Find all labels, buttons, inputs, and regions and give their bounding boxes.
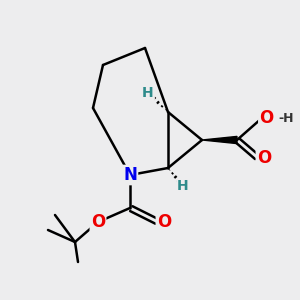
Text: H: H — [177, 179, 189, 193]
Polygon shape — [202, 136, 237, 144]
Text: O: O — [260, 109, 274, 127]
Text: -H: -H — [278, 112, 294, 124]
Text: O: O — [257, 149, 271, 167]
Text: O: O — [157, 213, 171, 231]
Text: N: N — [123, 166, 137, 184]
Text: O: O — [91, 213, 105, 231]
Text: H: H — [142, 86, 154, 100]
